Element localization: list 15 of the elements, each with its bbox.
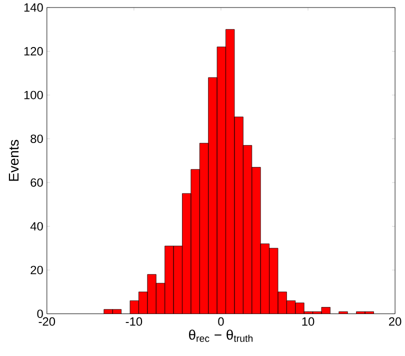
y-tick-label: 120 [24, 47, 43, 56]
x-tick-label: -10 [126, 317, 142, 326]
x-tick-label: 0 [218, 317, 224, 326]
y-tick-label: 100 [24, 90, 43, 100]
y-tick-label: 40 [30, 222, 43, 231]
x-tick-label: 10 [302, 317, 314, 326]
x-tick-label: 20 [389, 317, 402, 326]
y-tick-label: 20 [30, 266, 43, 274]
y-tick-label: 140 [24, 3, 43, 12]
x-tick-label: -20 [38, 317, 56, 326]
x-axis-title: θ$_{rec}$ − θ$_{truth}$ [189, 330, 253, 342]
y-tick-label: 60 [30, 178, 43, 187]
y-tick-label: 80 [30, 134, 43, 144]
y-tick-label: 0 [37, 310, 43, 318]
y-axis-title: Events [8, 140, 19, 181]
